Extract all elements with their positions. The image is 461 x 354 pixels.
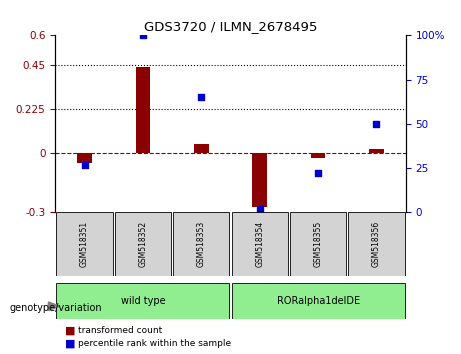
- Polygon shape: [48, 302, 60, 310]
- Point: [373, 121, 380, 127]
- Point: [256, 206, 263, 212]
- Bar: [369, 149, 384, 153]
- Point: [314, 171, 322, 176]
- Text: GSM518355: GSM518355: [313, 221, 323, 267]
- Text: GSM518354: GSM518354: [255, 221, 264, 267]
- Text: GSM518356: GSM518356: [372, 221, 381, 267]
- Text: percentile rank within the sample: percentile rank within the sample: [78, 339, 231, 348]
- FancyBboxPatch shape: [290, 212, 346, 276]
- Bar: [253, 153, 267, 206]
- Text: GSM518352: GSM518352: [138, 221, 148, 267]
- Point: [81, 162, 88, 167]
- Bar: [77, 153, 92, 163]
- FancyBboxPatch shape: [232, 283, 404, 319]
- Bar: [194, 144, 208, 153]
- Text: genotype/variation: genotype/variation: [9, 303, 102, 313]
- Point: [198, 95, 205, 100]
- FancyBboxPatch shape: [57, 212, 112, 276]
- FancyBboxPatch shape: [173, 212, 229, 276]
- Bar: [311, 153, 325, 158]
- Text: wild type: wild type: [121, 296, 165, 306]
- Text: RORalpha1delDE: RORalpha1delDE: [277, 296, 360, 306]
- Bar: [136, 67, 150, 153]
- Title: GDS3720 / ILMN_2678495: GDS3720 / ILMN_2678495: [144, 20, 317, 33]
- Text: GSM518351: GSM518351: [80, 221, 89, 267]
- FancyBboxPatch shape: [57, 283, 229, 319]
- Text: GSM518353: GSM518353: [197, 221, 206, 267]
- Text: transformed count: transformed count: [78, 326, 163, 336]
- FancyBboxPatch shape: [349, 212, 404, 276]
- FancyBboxPatch shape: [232, 212, 288, 276]
- Text: ■: ■: [65, 338, 75, 348]
- FancyBboxPatch shape: [115, 212, 171, 276]
- Text: ■: ■: [65, 326, 75, 336]
- Point: [139, 33, 147, 38]
